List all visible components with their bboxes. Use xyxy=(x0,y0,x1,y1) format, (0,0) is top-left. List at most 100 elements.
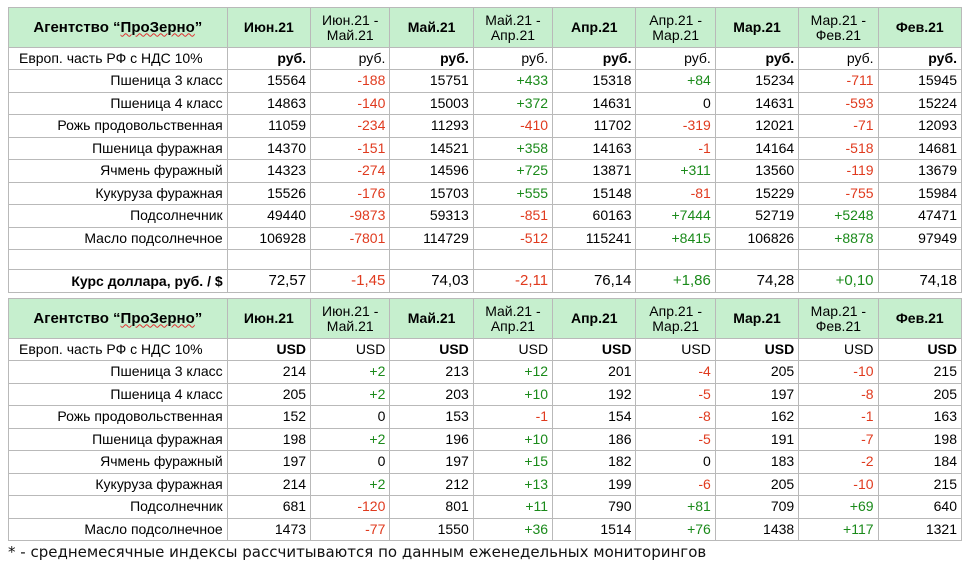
unit-cell: руб. xyxy=(714,47,800,70)
price-cell: 215 xyxy=(877,360,963,384)
unit-cell: USD xyxy=(310,338,391,361)
unit-cell: USD xyxy=(226,338,312,361)
exchange-rate-label: Курс доллара, руб. / $ xyxy=(8,269,228,293)
column-header: Мар.21 - Фев.21 xyxy=(798,298,879,339)
column-header: Апр.21 xyxy=(552,7,637,48)
price-cell: 640 xyxy=(877,495,963,519)
change-cell: -593 xyxy=(798,91,879,115)
empty-cell xyxy=(552,249,637,270)
rate-cell: 74,18 xyxy=(877,269,963,293)
price-cell: 154 xyxy=(552,405,637,429)
table-row: Рожь продовольственная 11059 -234 11293 -410… xyxy=(8,114,963,138)
change-cell: -7801 xyxy=(310,226,391,250)
change-cell: -851 xyxy=(472,204,554,228)
column-header: Апр.21 xyxy=(552,298,637,339)
price-cell: 14164 xyxy=(714,136,800,160)
unit-cell: USD xyxy=(552,338,637,361)
table-row: Рожь продовольственная 152 0 153 -1 154 -8 162-… xyxy=(8,405,963,429)
commodity-name: Пшеница 3 класс xyxy=(8,69,228,93)
price-cell: 15945 xyxy=(877,69,963,93)
rate-change-cell: +1,86 xyxy=(635,269,716,293)
change-cell: +117 xyxy=(798,517,879,541)
rub-unit-row: Европ. часть РФ с НДС 10% руб. руб. руб. руб… xyxy=(8,47,963,70)
change-cell: -9873 xyxy=(310,204,391,228)
empty-cell xyxy=(389,249,474,270)
unit-cell: руб. xyxy=(798,47,879,70)
price-cell: 15234 xyxy=(714,69,800,93)
price-cell: 205 xyxy=(226,382,312,406)
price-cell: 192 xyxy=(552,382,637,406)
price-cell: 801 xyxy=(389,495,474,519)
price-cell: 14163 xyxy=(552,136,637,160)
rate-change-cell: +0,10 xyxy=(798,269,879,293)
table-row: Подсолнечник 49440 -9873 59313 -851 60163 +744… xyxy=(8,204,963,228)
price-cell: 198 xyxy=(226,427,312,451)
agency-name: ПроЗерно xyxy=(120,309,195,327)
table-row: Масло подсолнечное 1473 -77 1550 +36 1514 +76 1… xyxy=(8,517,963,541)
change-cell: -151 xyxy=(310,136,391,160)
empty-cell xyxy=(310,249,391,270)
price-cell: 215 xyxy=(877,472,963,496)
change-cell: -6 xyxy=(635,472,716,496)
price-cell: 191 xyxy=(714,427,800,451)
agency-name: ПроЗерно xyxy=(120,18,195,36)
price-cell: 106928 xyxy=(226,226,312,250)
region-label: Европ. часть РФ с НДС 10% xyxy=(8,47,228,70)
price-cell: 1550 xyxy=(389,517,474,541)
table-row: Пшеница 3 класс 214 +2 213 +12 201 -4 205 -10 215 xyxy=(8,360,963,384)
table-row: Кукуруза фуражная 214 +2 212 +13 199 -6 205 -10 2… xyxy=(8,472,963,496)
change-cell: -234 xyxy=(310,114,391,138)
change-cell: -1 xyxy=(798,405,879,429)
change-cell: -71 xyxy=(798,114,879,138)
table-row: Масло подсолнечное 106928 -7801 114729 -512 1… xyxy=(8,226,963,250)
price-cell: 15224 xyxy=(877,91,963,115)
change-cell: +11 xyxy=(472,495,554,519)
change-cell: -188 xyxy=(310,69,391,93)
price-cell: 14681 xyxy=(877,136,963,160)
column-header: Мар.21 xyxy=(714,7,800,48)
price-cell: 197 xyxy=(389,450,474,474)
price-cell: 183 xyxy=(714,450,800,474)
change-cell: +81 xyxy=(635,495,716,519)
change-cell: +10 xyxy=(472,382,554,406)
empty-cell xyxy=(798,249,879,270)
commodity-name: Пшеница фуражная xyxy=(8,136,228,160)
price-cell: 199 xyxy=(552,472,637,496)
commodity-name: Пшеница 3 класс xyxy=(8,360,228,384)
table-row: Пшеница 3 класс 15564 -188 15751 +433 15318 +8… xyxy=(8,69,963,93)
column-header: Май.21 xyxy=(389,7,474,48)
unit-cell: руб. xyxy=(877,47,963,70)
change-cell: +36 xyxy=(472,517,554,541)
column-header: Июн.21 - Май.21 xyxy=(310,298,391,339)
price-cell: 52719 xyxy=(714,204,800,228)
price-cell: 59313 xyxy=(389,204,474,228)
price-cell: 1514 xyxy=(552,517,637,541)
change-cell: +7444 xyxy=(635,204,716,228)
rate-cell: 72,57 xyxy=(226,269,312,293)
price-cell: 681 xyxy=(226,495,312,519)
empty-cell xyxy=(472,249,554,270)
change-cell: -119 xyxy=(798,159,879,183)
change-cell: -410 xyxy=(472,114,554,138)
column-header: Май.21 xyxy=(389,298,474,339)
change-cell: -755 xyxy=(798,181,879,205)
price-cell: 184 xyxy=(877,450,963,474)
change-cell: +8878 xyxy=(798,226,879,250)
unit-cell: руб. xyxy=(552,47,637,70)
commodity-name: Масло подсолнечное xyxy=(8,226,228,250)
column-header: Фев.21 xyxy=(877,298,963,339)
change-cell: -1 xyxy=(635,136,716,160)
price-cell: 47471 xyxy=(877,204,963,228)
column-header: Фев.21 xyxy=(877,7,963,48)
price-cell: 12093 xyxy=(877,114,963,138)
commodity-name: Рожь продовольственная xyxy=(8,405,228,429)
unit-cell: руб. xyxy=(389,47,474,70)
rate-cell: 76,14 xyxy=(552,269,637,293)
commodity-name: Кукуруза фуражная xyxy=(8,181,228,205)
price-cell: 12021 xyxy=(714,114,800,138)
unit-cell: USD xyxy=(877,338,963,361)
change-cell: -1 xyxy=(472,405,554,429)
change-cell: -81 xyxy=(635,181,716,205)
change-cell: 0 xyxy=(310,450,391,474)
column-header: Июн.21 xyxy=(226,7,312,48)
